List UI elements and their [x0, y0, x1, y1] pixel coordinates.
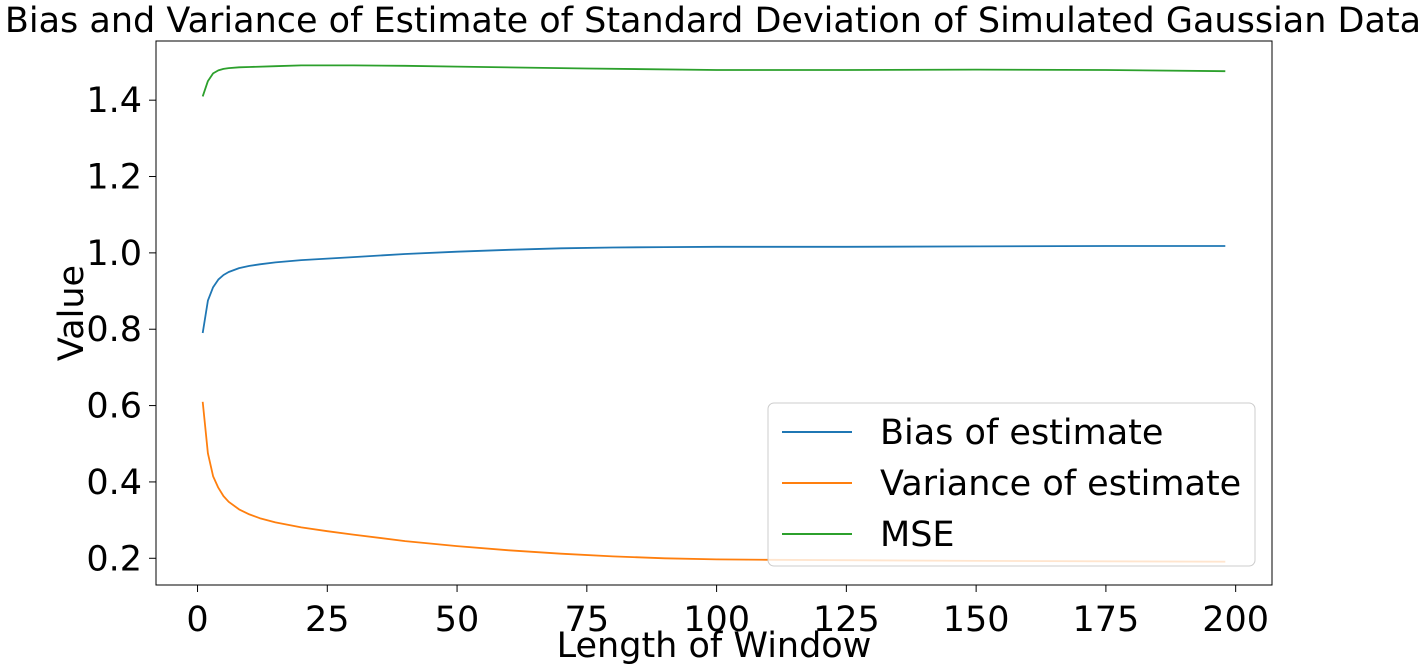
- legend-label: MSE: [880, 515, 955, 555]
- y-tick-label: 0.8: [86, 310, 142, 350]
- x-tick-label: 0: [186, 600, 208, 640]
- x-tick-label: 100: [683, 600, 750, 640]
- x-tick-label: 125: [813, 600, 880, 640]
- chart-title: Bias and Variance of Estimate of Standar…: [5, 1, 1421, 41]
- legend: Bias of estimate Variance of estimate MSE: [767, 402, 1256, 567]
- y-tick-label: 1.2: [86, 158, 142, 198]
- x-tick-label: 75: [565, 600, 610, 640]
- x-tick-label: 25: [305, 600, 350, 640]
- plot-area: [155, 40, 1273, 586]
- x-tick-label: 50: [435, 600, 480, 640]
- x-tick-label: 150: [943, 600, 1010, 640]
- x-tick-label: 200: [1202, 600, 1269, 640]
- legend-box: [767, 402, 1256, 567]
- y-axis: 0.2 0.4 0.6 0.8 1.0 1.2 1.4: [86, 81, 156, 579]
- y-tick-label: 0.6: [86, 387, 142, 427]
- y-tick-label: 1.4: [86, 81, 142, 121]
- y-tick-label: 0.4: [86, 463, 142, 503]
- legend-label: Variance of estimate: [880, 464, 1241, 504]
- series-line-bias-of-estimate: [201, 245, 1226, 334]
- legend-label: Bias of estimate: [880, 413, 1163, 453]
- x-tick-label: 175: [1072, 600, 1139, 640]
- x-axis-label: Length of Window: [557, 626, 872, 666]
- series-line-mse: [201, 64, 1226, 97]
- y-axis-label: Value: [52, 265, 92, 361]
- y-tick-label: 1.0: [86, 234, 142, 274]
- x-axis: 0 25 50 75 100 125 150 175 200: [186, 585, 1269, 640]
- y-tick-label: 0.2: [86, 539, 142, 579]
